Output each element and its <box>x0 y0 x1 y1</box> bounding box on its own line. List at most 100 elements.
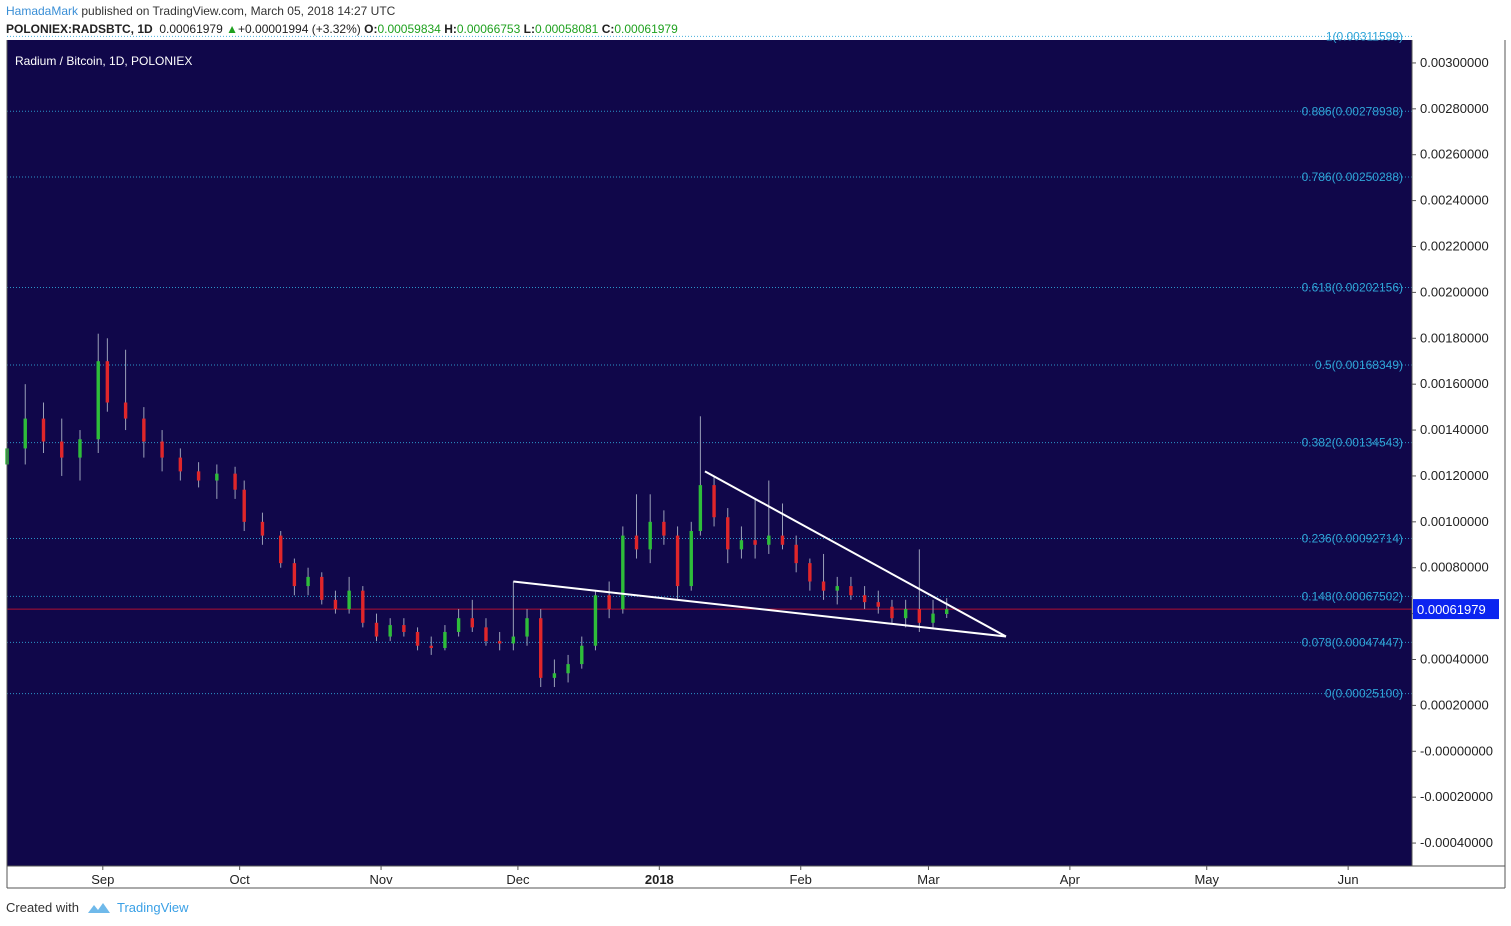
candle-body <box>753 540 757 545</box>
candle-body <box>593 595 598 646</box>
price-axis-bg <box>1412 40 1505 866</box>
open-value: 0.00059834 <box>377 22 441 36</box>
price-tick-label: 0.00040000 <box>1420 652 1489 667</box>
candle-body <box>808 563 812 582</box>
fib-label: 1(0.00311599) <box>1326 29 1403 43</box>
low-label: L: <box>523 22 535 36</box>
price-tick-label: 0.00080000 <box>1420 560 1489 575</box>
close-label: C: <box>601 22 615 36</box>
price-axis[interactable]: 0.00300000 0.00280000 0.00260000 0.00240000… <box>1411 40 1506 888</box>
time-tick-label: Dec <box>506 872 530 887</box>
price-tick-label: 0.00220000 <box>1420 239 1489 254</box>
price-tick-label: 0.00300000 <box>1420 55 1489 70</box>
candle-body <box>903 609 908 619</box>
candle-body <box>279 535 283 564</box>
candle-body <box>552 673 557 678</box>
candle-body <box>917 609 922 623</box>
candle-body <box>260 521 265 536</box>
price-tick-label: 0.00120000 <box>1420 468 1489 483</box>
fib-label: 0.382(0.00134543) <box>1302 436 1403 450</box>
candle-body <box>931 613 935 623</box>
candle-body <box>862 595 867 603</box>
candle-body <box>96 361 100 440</box>
created-with-label: Created with <box>6 900 79 915</box>
candle-body <box>306 576 310 587</box>
time-tick-label: Sep <box>91 872 114 887</box>
candle-body <box>945 609 949 614</box>
candle-body <box>689 531 693 587</box>
candle-body <box>539 618 543 678</box>
candle-body <box>142 418 146 442</box>
fib-label: 0.078(0.00047447) <box>1302 635 1403 649</box>
candle-body <box>566 664 570 674</box>
candle-body <box>497 641 502 644</box>
candle-body <box>849 586 853 596</box>
tradingview-link[interactable]: TradingView <box>116 900 189 915</box>
candle-body <box>215 473 219 481</box>
candle-body <box>739 540 744 550</box>
fib-label: 0(0.00025100) <box>1325 687 1403 701</box>
time-tick-label: Mar <box>917 872 940 887</box>
candle-body <box>876 602 880 607</box>
low-value: 0.00058081 <box>534 22 599 36</box>
symbol-label: POLONIEX:RADSBTC, 1D <box>6 22 153 36</box>
time-tick-label: Oct <box>230 872 251 887</box>
candle-body <box>320 576 324 600</box>
fib-label: 0.236(0.00092714) <box>1302 532 1403 546</box>
candle-body <box>196 471 201 481</box>
candle-body <box>60 441 64 458</box>
trendlines[interactable] <box>513 470 1007 638</box>
time-axis-bg <box>7 866 1412 888</box>
candle-body <box>105 361 110 403</box>
high-label: H: <box>444 22 457 36</box>
trendline-upper[interactable] <box>704 470 1007 638</box>
time-tick-label: 2018 <box>645 872 674 887</box>
candle-body <box>698 485 703 532</box>
close-value: 0.00061979 <box>614 22 678 36</box>
candle-body <box>429 645 433 649</box>
candle-body <box>890 606 894 619</box>
price-tick-label: 0.00260000 <box>1420 147 1489 162</box>
price-tick-label: 0.00180000 <box>1420 330 1489 345</box>
candle-body <box>675 535 680 587</box>
time-axis[interactable]: Sep Oct Nov Dec 2018 Feb Mar Apr May Jun <box>6 40 1505 889</box>
price-tick-label: 0.00160000 <box>1420 376 1489 391</box>
time-tick-label: Feb <box>790 872 812 887</box>
candle-body <box>484 627 488 642</box>
footer: Created with TradingView <box>6 900 189 915</box>
price-change: +0.00001994 (+3.32%) <box>238 22 361 36</box>
chart-title: Radium / Bitcoin, 1D, POLONIEX <box>15 54 192 68</box>
price-tick-label: 0.00200000 <box>1420 284 1489 299</box>
price-tick-label: -0.00020000 <box>1420 789 1493 804</box>
candles <box>5 333 949 688</box>
candle-body <box>233 473 237 490</box>
publish-info: HamadaMark published on TradingView.com,… <box>6 4 395 18</box>
candle-body <box>648 521 652 550</box>
fib-retracement: 1(0.00311599) 0.886(0.00278938) 0.786(0.00… <box>7 29 1412 701</box>
candle-body <box>388 625 392 637</box>
price-tick-label: 0.00020000 <box>1420 697 1489 712</box>
published-text: published on TradingView.com, March 05, … <box>81 4 396 18</box>
plot-area[interactable] <box>7 40 1412 866</box>
candle-body <box>178 457 183 472</box>
candle-body <box>443 631 447 649</box>
author-link[interactable]: HamadaMark <box>6 4 79 18</box>
price-tick-label: 0.00100000 <box>1420 514 1489 529</box>
candle-body <box>361 590 365 623</box>
fib-label: 0.148(0.00067502) <box>1302 589 1403 603</box>
price-tick-label: 0.00240000 <box>1420 193 1489 208</box>
candle-body <box>511 636 516 644</box>
candle-body <box>242 489 246 522</box>
candle-body <box>333 599 338 610</box>
candle-body <box>607 595 611 610</box>
time-tick-label: May <box>1194 872 1219 887</box>
candle-body <box>160 441 164 458</box>
current-price-tag <box>1413 599 1499 620</box>
candle-body <box>712 485 716 518</box>
last-price: 0.00061979 <box>159 22 223 36</box>
trendline-lower[interactable] <box>513 580 1007 638</box>
ohlc-info: POLONIEX:RADSBTC, 1D 0.00061979 ▲+0.0000… <box>6 22 678 36</box>
candle-body <box>123 402 128 419</box>
time-tick-label: Jun <box>1338 872 1359 887</box>
